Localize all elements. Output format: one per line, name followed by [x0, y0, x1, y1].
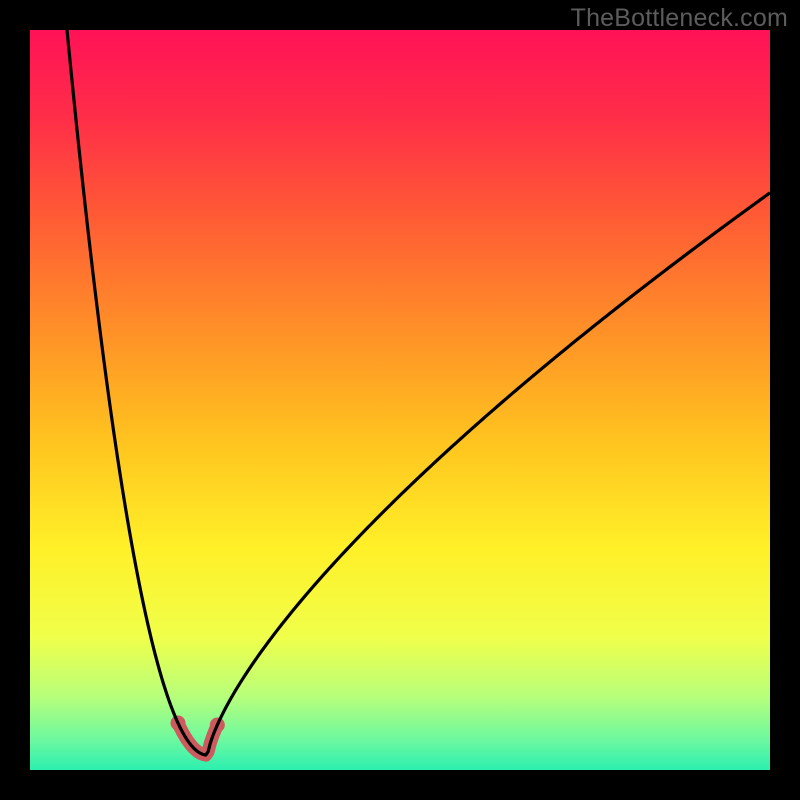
- bottleneck-chart: [0, 0, 800, 800]
- plot-background: [30, 30, 770, 770]
- watermark-text: TheBottleneck.com: [571, 4, 788, 33]
